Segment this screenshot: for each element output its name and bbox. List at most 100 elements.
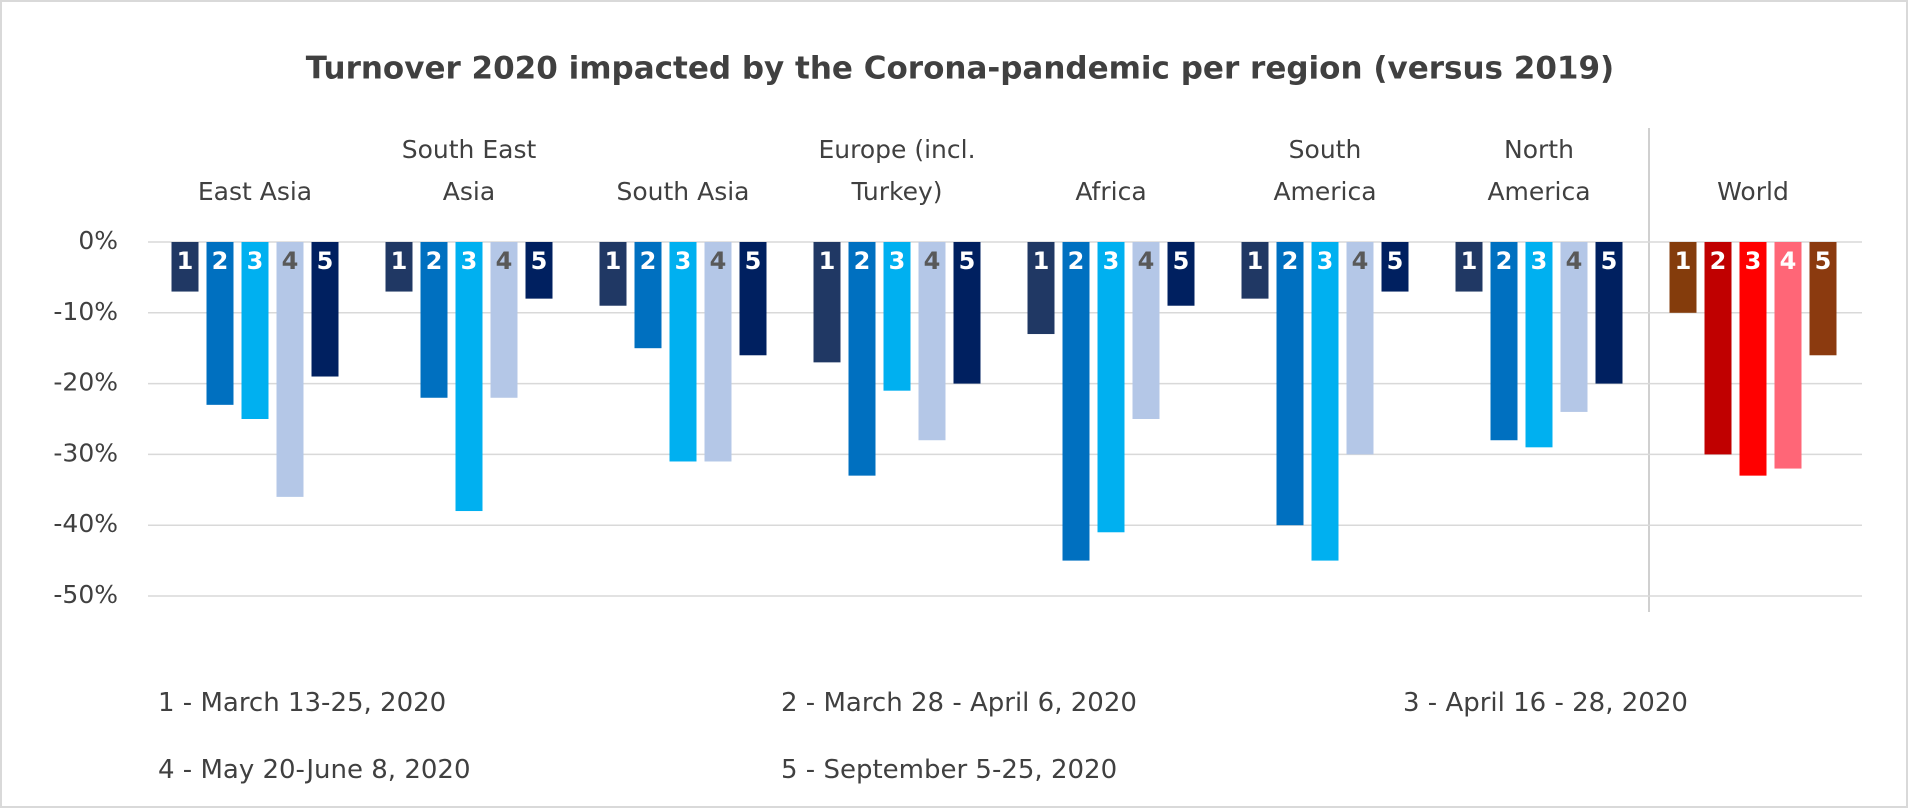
bar-label: 4 [924, 247, 941, 275]
bar-label: 5 [1815, 247, 1832, 275]
bar-label: 1 [177, 247, 194, 275]
bar [1669, 242, 1697, 313]
bar [455, 242, 483, 512]
bar-label: 3 [1317, 247, 1334, 275]
bar [171, 242, 199, 292]
bar-label: 5 [745, 247, 762, 275]
bar [1774, 242, 1802, 469]
bar [1739, 242, 1767, 476]
bar [739, 242, 767, 356]
bar-label: 4 [1138, 247, 1155, 275]
category-label: North America [1487, 135, 1591, 206]
bar [241, 242, 269, 419]
bar [525, 242, 553, 299]
bar [1276, 242, 1304, 526]
bar-label: 1 [391, 247, 408, 275]
bar-label: 5 [317, 247, 334, 275]
legend-entry: 1 - March 13-25, 2020 [158, 688, 447, 718]
bar [1809, 242, 1837, 356]
bar-label: 2 [1496, 247, 1513, 275]
bar [1560, 242, 1588, 412]
bar [1167, 242, 1195, 306]
bar [704, 242, 732, 462]
y-tick-label: -20% [53, 368, 118, 397]
bar [1346, 242, 1374, 455]
bar-label: 3 [1745, 247, 1762, 275]
bar-label: 5 [1601, 247, 1618, 275]
y-tick-label: -40% [53, 509, 118, 538]
bar-label: 3 [889, 247, 906, 275]
bar-label: 5 [1387, 247, 1404, 275]
bar-label: 2 [1068, 247, 1085, 275]
bar [883, 242, 911, 391]
chart-title: Turnover 2020 impacted by the Corona-pan… [306, 51, 1614, 87]
bar-label: 3 [247, 247, 264, 275]
legend-entry: 3 - April 16 - 28, 2020 [1403, 688, 1688, 718]
bar [1062, 242, 1090, 561]
bar-label: 2 [1282, 247, 1299, 275]
legend-entry: 4 - May 20-June 8, 2020 [158, 755, 471, 785]
bar-label: 2 [1710, 247, 1727, 275]
bar [206, 242, 234, 405]
y-tick-label: 0% [78, 226, 118, 255]
bar [1455, 242, 1483, 292]
bar [311, 242, 339, 377]
bar-label: 2 [426, 247, 443, 275]
bar [1704, 242, 1732, 455]
bar [276, 242, 304, 497]
bar-label: 2 [640, 247, 657, 275]
bar-label: 4 [1780, 247, 1797, 275]
bar [918, 242, 946, 441]
bar [1311, 242, 1339, 561]
bar-label: 4 [710, 247, 727, 275]
bar [1525, 242, 1553, 448]
category-label: South Asia [616, 177, 750, 206]
bar-label: 4 [1352, 247, 1369, 275]
bar-label: 5 [531, 247, 548, 275]
bar-label: 1 [1247, 247, 1264, 275]
bar [1595, 242, 1623, 384]
bar-label: 3 [1531, 247, 1548, 275]
bar-label: 1 [1033, 247, 1050, 275]
bar-label: 4 [496, 247, 513, 275]
bar [634, 242, 662, 349]
bar [669, 242, 697, 462]
category-label: South East Asia [401, 135, 537, 206]
bar [953, 242, 981, 384]
bar [385, 242, 413, 292]
bar-label: 3 [461, 247, 478, 275]
bar [813, 242, 841, 363]
legend-entry: 5 - September 5-25, 2020 [781, 755, 1118, 785]
bar [1097, 242, 1125, 533]
bar [1027, 242, 1055, 335]
bar [1241, 242, 1269, 299]
bar [490, 242, 518, 398]
y-tick-label: -50% [53, 580, 118, 609]
bar [1132, 242, 1160, 419]
category-label: Africa [1075, 177, 1147, 206]
bar [1490, 242, 1518, 441]
bar-label: 5 [1173, 247, 1190, 275]
y-tick-label: -30% [53, 438, 118, 467]
bar-label: 1 [605, 247, 622, 275]
bar-label: 3 [675, 247, 692, 275]
bar [420, 242, 448, 398]
bar-label: 1 [1461, 247, 1478, 275]
category-label: East Asia [197, 177, 313, 206]
bar [599, 242, 627, 306]
bar-label: 4 [1566, 247, 1583, 275]
bar [1381, 242, 1409, 292]
bar-label: 2 [854, 247, 871, 275]
y-tick-label: -10% [53, 297, 118, 326]
bar-label: 1 [819, 247, 836, 275]
bar-label: 4 [282, 247, 299, 275]
category-label: Europe (incl. Turkey) [818, 135, 976, 206]
bar [848, 242, 876, 476]
bar-label: 3 [1103, 247, 1120, 275]
legend-entry: 2 - March 28 - April 6, 2020 [781, 688, 1137, 718]
bar-label: 1 [1675, 247, 1692, 275]
category-label: World [1717, 177, 1789, 206]
